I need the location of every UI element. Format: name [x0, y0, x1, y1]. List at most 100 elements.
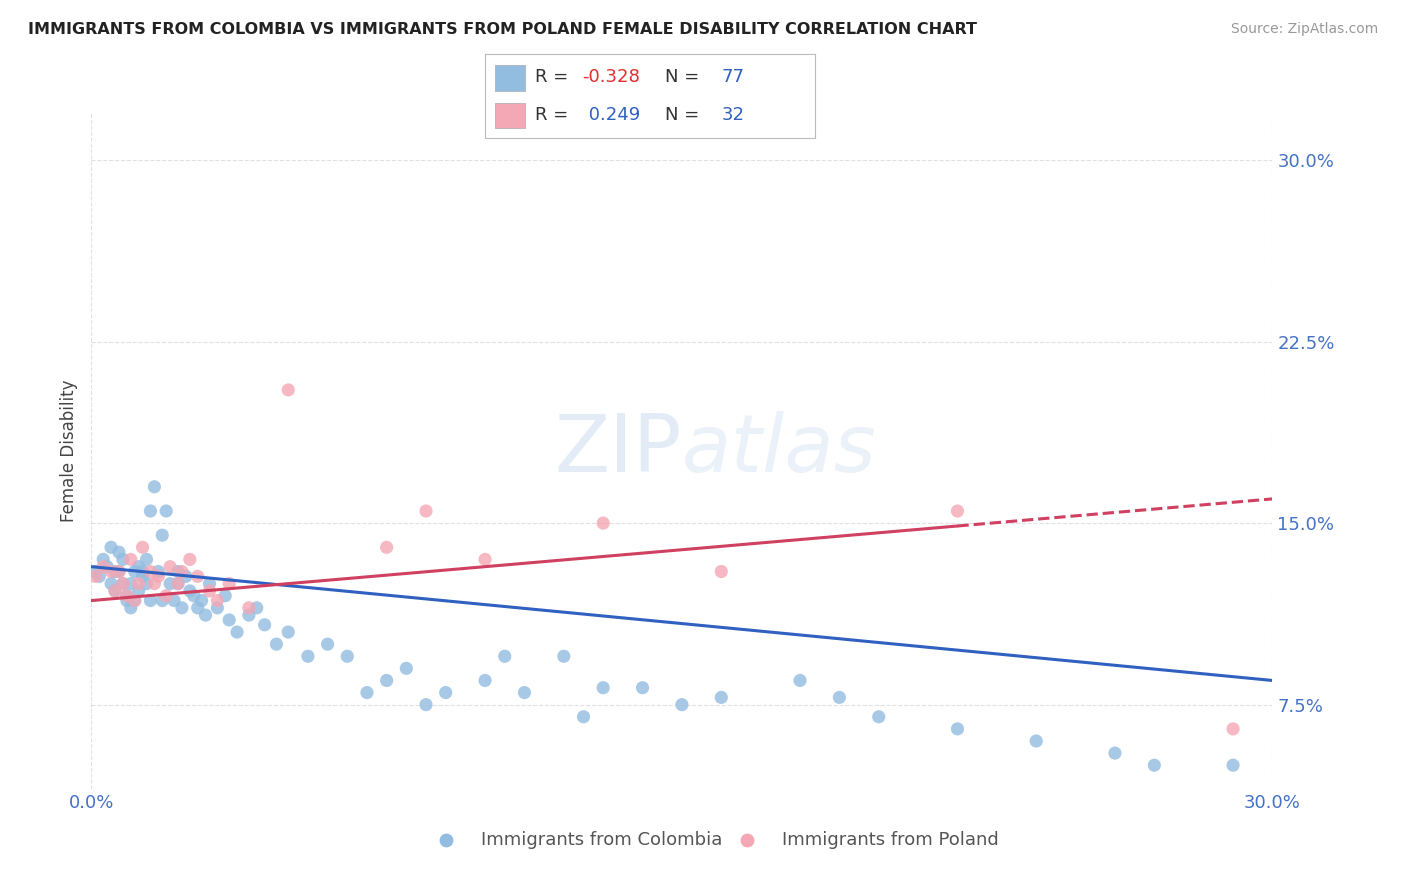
Point [198, 583, 221, 598]
Point [108, 565, 131, 579]
Point [946, 504, 969, 518]
Point [115, 593, 138, 607]
Point [415, 504, 437, 518]
Point [789, 673, 811, 688]
Point [710, 565, 733, 579]
Point [207, 593, 229, 607]
Point [115, 589, 138, 603]
Point [111, 576, 134, 591]
Point [170, 600, 193, 615]
Point [155, 504, 177, 518]
Text: ZIP: ZIP [554, 411, 682, 490]
Point [150, 593, 173, 607]
FancyBboxPatch shape [495, 65, 524, 91]
Point [128, 583, 150, 598]
Point [226, 625, 249, 640]
Point [671, 698, 693, 712]
Point [108, 565, 131, 579]
Point [194, 608, 217, 623]
Text: R =: R = [534, 69, 574, 87]
Point [710, 690, 733, 705]
Point [592, 681, 614, 695]
Point [131, 565, 153, 579]
Point [246, 600, 269, 615]
Point [124, 565, 146, 579]
Point [115, 589, 138, 603]
Point [1222, 758, 1244, 772]
Point [104, 583, 127, 598]
Point [1222, 722, 1244, 736]
Point [108, 545, 131, 559]
Point [100, 565, 122, 579]
Point [170, 565, 193, 579]
Point [266, 637, 288, 651]
Point [494, 649, 516, 664]
Text: Immigrants from Poland: Immigrants from Poland [782, 831, 1000, 849]
Point [277, 625, 299, 640]
Point [179, 552, 201, 566]
Point [120, 552, 142, 566]
Text: R =: R = [534, 105, 574, 123]
Point [91, 552, 114, 566]
Point [207, 600, 229, 615]
Point [631, 681, 654, 695]
Point [434, 685, 457, 699]
Point [316, 637, 339, 651]
Point [1104, 746, 1126, 760]
Point [238, 608, 260, 623]
Point [187, 600, 209, 615]
Point [190, 593, 212, 607]
Point [89, 569, 111, 583]
Point [139, 565, 162, 579]
Point [111, 552, 134, 566]
Point [167, 576, 190, 591]
Point [513, 685, 536, 699]
Point [592, 516, 614, 530]
Point [159, 559, 181, 574]
Point [277, 383, 299, 397]
Point [474, 673, 496, 688]
Point [139, 504, 162, 518]
Point [572, 710, 595, 724]
Point [356, 685, 378, 699]
Point [214, 589, 236, 603]
Point [131, 541, 153, 555]
Text: -0.328: -0.328 [582, 69, 640, 87]
Point [159, 576, 181, 591]
Point [474, 552, 496, 566]
Point [395, 661, 418, 675]
Point [167, 576, 190, 591]
Text: 0.249: 0.249 [582, 105, 640, 123]
Point [135, 576, 157, 591]
Point [139, 593, 162, 607]
Point [120, 576, 142, 591]
Point [183, 589, 205, 603]
Point [148, 569, 170, 583]
Point [375, 541, 398, 555]
Point [218, 576, 240, 591]
Point [174, 569, 197, 583]
Point [84, 569, 107, 583]
Point [100, 541, 122, 555]
Text: N =: N = [665, 105, 706, 123]
Point [179, 583, 201, 598]
Point [84, 565, 107, 579]
Point [1025, 734, 1047, 748]
Point [131, 569, 153, 583]
Text: atlas: atlas [682, 411, 877, 490]
Point [1143, 758, 1166, 772]
Text: IMMIGRANTS FROM COLOMBIA VS IMMIGRANTS FROM POLAND FEMALE DISABILITY CORRELATION: IMMIGRANTS FROM COLOMBIA VS IMMIGRANTS F… [28, 22, 977, 37]
Point [148, 565, 170, 579]
Point [163, 593, 186, 607]
Point [946, 722, 969, 736]
Point [415, 698, 437, 712]
Text: N =: N = [665, 69, 706, 87]
Point [375, 673, 398, 688]
Point [297, 649, 319, 664]
Point [96, 559, 118, 574]
Point [104, 583, 127, 598]
Point [553, 649, 575, 664]
Point [111, 576, 134, 591]
Text: Immigrants from Colombia: Immigrants from Colombia [481, 831, 723, 849]
Point [124, 593, 146, 607]
